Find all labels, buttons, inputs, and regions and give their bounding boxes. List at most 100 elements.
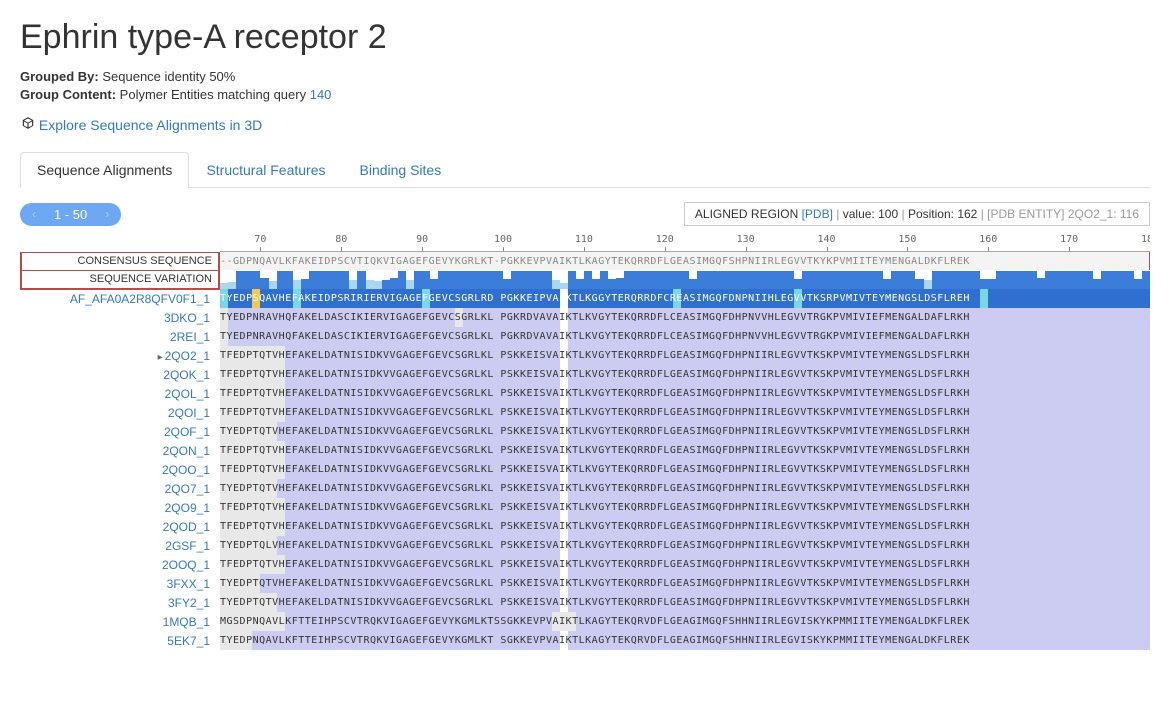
variation-bar — [495, 271, 503, 289]
row-label[interactable]: 5EK7_1 — [20, 632, 220, 651]
variation-bar — [907, 271, 915, 289]
seq-text: TFEDPTQTVHEFAKELDATNISIDKVVGAGEFGEVCSGRL… — [220, 346, 1150, 365]
row-label[interactable]: 2QOO_1 — [20, 461, 220, 480]
sequence-row[interactable]: TYEDPTQTVHEFAKELDATNISIDKVVGAGEFGEVCSGRL… — [220, 593, 1150, 612]
group-content-count-link[interactable]: 140 — [310, 87, 332, 102]
pager-range: 1 - 50 — [54, 207, 87, 222]
variation-bar — [665, 271, 673, 289]
row-label[interactable]: 3FXX_1 — [20, 575, 220, 594]
info-value: 100 — [878, 207, 898, 221]
row-label[interactable]: 1MQB_1 — [20, 613, 220, 632]
explore-row: Explore Sequence Alignments in 3D — [20, 116, 1150, 133]
pager[interactable]: ‹ 1 - 50 › — [20, 203, 121, 226]
tab-binding-sites[interactable]: Binding Sites — [343, 152, 459, 188]
sequence-row[interactable]: TFEDPTQTVHEFAKELDATNISIDKVVGAGEFGEVCSGRL… — [220, 365, 1150, 384]
row-label[interactable]: 2QO9_1 — [20, 499, 220, 518]
variation-bar — [851, 271, 859, 289]
variation-bar — [649, 271, 657, 289]
info-value-label: value: — [843, 207, 875, 221]
variation-bar — [1045, 271, 1053, 289]
sequence-row[interactable]: MGSDPNQAVLKFTTEIHPSCVTRQKVIGAGEFGEVYKGML… — [220, 612, 1150, 631]
seq-text: TYEDPSQAVHEFAKEIDPSRIRIERVIGAGEFGEVCSGRL… — [220, 289, 1150, 308]
row-label[interactable]: 2QO7_1 — [20, 480, 220, 499]
variation-bar — [762, 271, 770, 289]
variation-bar — [463, 271, 471, 289]
variation-bar — [390, 278, 398, 289]
variation-bar — [697, 271, 705, 289]
sequence-row[interactable]: TYEDPTQTVHEFAKELDATNISIDKVVGAGEFGEVCSGRL… — [220, 422, 1150, 441]
ruler-tick: 130 — [737, 234, 755, 245]
sequence-row[interactable]: TYEDPNRAVHQFAKELDASCIKIERVIGAGEFGEVCSGRL… — [220, 327, 1150, 346]
sequence-row[interactable]: TYEDPNRAVHQFAKELDASCIKIERVIGAGEFGEVCSGRL… — [220, 308, 1150, 327]
variation-bar — [608, 279, 616, 289]
sequence-row[interactable]: TFEDPTQTVHEFAKELDATNISIDKVVGAGEFGEVCSGRL… — [220, 384, 1150, 403]
row-id: 2QOI_1 — [168, 406, 210, 420]
row-label[interactable]: ▸2QO2_1 — [20, 347, 220, 366]
variation-bar — [1085, 271, 1093, 289]
variation-bar — [1061, 271, 1069, 289]
tabs: Sequence AlignmentsStructural FeaturesBi… — [20, 151, 1150, 188]
info-position: 162 — [957, 207, 977, 221]
row-label[interactable]: AF_AFA0A2R8QFV0F1_1 — [20, 290, 220, 309]
variation-bar — [705, 271, 713, 289]
info-entity-label: [PDB ENTITY] — [987, 207, 1064, 221]
sequence-row[interactable]: TYEDPTQTVHEFAKELDATNISIDKVVGAGEFGEVCSGRL… — [220, 479, 1150, 498]
row-label[interactable]: 3FY2_1 — [20, 594, 220, 613]
variation-bar — [374, 281, 382, 289]
pager-next-icon[interactable]: › — [105, 207, 109, 221]
info-box: ALIGNED REGION [PDB] | value: 100 | Posi… — [684, 202, 1150, 226]
ruler-tick: 80 — [335, 234, 347, 245]
info-pdb-link[interactable]: [PDB] — [802, 207, 833, 221]
sequence-row[interactable]: TFEDPTQTVHEFAKELDATNISIDKVVGAGEFGEVCSGRL… — [220, 517, 1150, 536]
variation-bar — [422, 271, 430, 289]
row-label[interactable]: 3DKO_1 — [20, 309, 220, 328]
row-id: 2OOQ_1 — [162, 558, 210, 572]
row-label[interactable]: 2GSF_1 — [20, 537, 220, 556]
sequence-row[interactable]: TYEDPSQAVHEFAKEIDPSRIRIERVIGAGEFGEVCSGRL… — [220, 289, 1150, 308]
row-label[interactable]: 2QOD_1 — [20, 518, 220, 537]
header-redbox: CONSENSUS SEQUENCE SEQUENCE VARIATION — [20, 252, 220, 290]
sequence-row[interactable]: TYEDPTQTVHEFAKELDATNISIDKVVGAGEFGEVCSGRL… — [220, 574, 1150, 593]
variation-bar — [511, 271, 519, 289]
ruler-tick: 180 — [1141, 234, 1150, 245]
row-label[interactable]: 2QOI_1 — [20, 404, 220, 423]
sequence-row[interactable]: TYEDPNQAVLKFTTEIHPSCVTRQKVIGAGEFGEVYKGML… — [220, 631, 1150, 650]
sequence-row[interactable]: TFEDPTQTVHEFAKELDATNISIDKVVGAGEFGEVCSGRL… — [220, 403, 1150, 422]
row-label[interactable]: 2QOK_1 — [20, 366, 220, 385]
variation-bar — [616, 278, 624, 289]
explore-link[interactable]: Explore Sequence Alignments in 3D — [39, 117, 262, 133]
variation-bar — [252, 271, 260, 289]
variation-bar — [1110, 271, 1118, 289]
variation-bar — [713, 271, 721, 289]
variation-bar — [778, 271, 786, 289]
variation-bar — [446, 271, 454, 289]
variation-bar — [867, 271, 875, 289]
variation-bar — [754, 271, 762, 289]
sequence-row[interactable]: TYEDPTQLVHEFAKELDATNISIDKVVGAGEFGEVCSGRL… — [220, 536, 1150, 555]
row-label[interactable]: 2QON_1 — [20, 442, 220, 461]
row-id: 1MQB_1 — [163, 615, 210, 629]
row-label[interactable]: 2OOQ_1 — [20, 556, 220, 575]
tab-sequence-alignments[interactable]: Sequence Alignments — [20, 152, 189, 188]
variation-bar — [430, 279, 438, 289]
variation-bar — [309, 271, 317, 289]
sequence-row[interactable]: TFEDPTQTVHEFAKELDATNISIDKVVGAGEFGEVCSGRL… — [220, 460, 1150, 479]
row-label[interactable]: 2REI_1 — [20, 328, 220, 347]
variation-bar — [915, 279, 923, 289]
variation-bar — [948, 271, 956, 289]
consensus-sequence: --GDPNQAVLKFAKEIDPSCVTIQKVIGAGEFGEVYKGRL… — [220, 252, 1149, 271]
tab-structural-features[interactable]: Structural Features — [189, 152, 342, 188]
variation-bar — [576, 279, 584, 289]
variation-bar — [325, 271, 333, 289]
row-id: 2QOF_1 — [164, 425, 210, 439]
sequence-row[interactable]: TFEDPTQTVHEFAKELDATNISIDKVVGAGEFGEVCSGRL… — [220, 346, 1150, 365]
variation-bar — [366, 280, 374, 289]
sequence-row[interactable]: TFEDPTQTVHEFAKELDATNISIDKVVGAGEFGEVCSGRL… — [220, 498, 1150, 517]
variation-bar — [228, 282, 236, 289]
variation-bar — [746, 271, 754, 289]
row-label[interactable]: 2QOL_1 — [20, 385, 220, 404]
sequence-row[interactable]: TFEDPTQTVHEFAKELDATNISIDKVVGAGEFGEVCSGRL… — [220, 441, 1150, 460]
row-label[interactable]: 2QOF_1 — [20, 423, 220, 442]
sequence-row[interactable]: TFEDPTQTVHEFAKELDATNISIDKVVGAGEFGEVCSGRL… — [220, 555, 1150, 574]
pager-prev-icon[interactable]: ‹ — [32, 207, 36, 221]
